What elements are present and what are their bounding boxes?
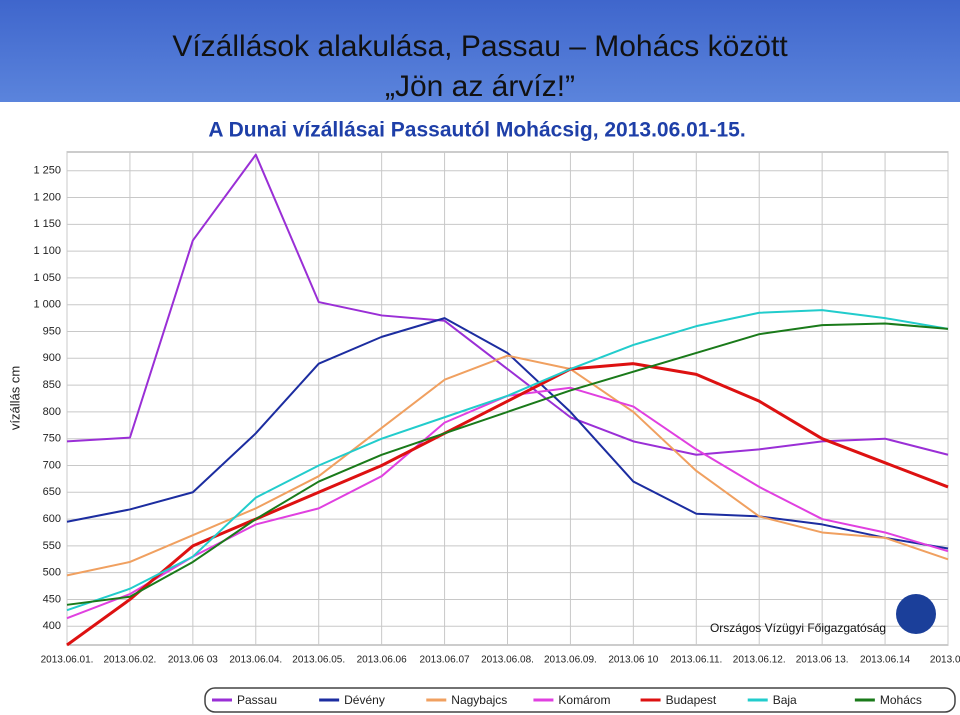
x-tick-label: 2013.06 [930, 655, 960, 666]
x-tick-label: 2013.06.12. [733, 655, 786, 666]
x-tick-label: 2013.06.09. [544, 655, 597, 666]
x-tick-label: 2013.06.05. [292, 655, 345, 666]
y-tick-label: 1 250 [33, 165, 61, 177]
y-tick-label: 650 [43, 486, 61, 498]
series-line [66, 309, 949, 612]
legend-box [204, 687, 956, 713]
legend-label: Dévény [344, 693, 385, 707]
x-tick-label: 2013.06.06 [357, 655, 407, 666]
y-tick-label: 1 150 [33, 218, 61, 230]
x-tick-label: 2013.06.14 [860, 655, 910, 666]
legend-label: Nagybajcs [451, 693, 507, 707]
y-axis-label: vízállás cm [7, 366, 22, 430]
x-tick-label: 2013.06 10 [608, 655, 658, 666]
x-tick-label: 2013.06.08. [481, 655, 534, 666]
logo [896, 594, 936, 634]
series-line [66, 153, 949, 456]
y-tick-label: 750 [43, 433, 61, 445]
x-tick-label: 2013.06.02. [104, 655, 157, 666]
y-tick-label: 450 [43, 593, 61, 605]
header-band [0, 0, 960, 102]
legend-label: Komárom [558, 693, 610, 707]
x-tick-label: 2013.06.04. [229, 655, 282, 666]
series-line [66, 317, 949, 550]
series-line [66, 322, 949, 606]
x-tick-label: 2013.06.01. [41, 655, 94, 666]
x-tick-label: 2013.06.07 [420, 655, 470, 666]
y-tick-label: 500 [43, 567, 61, 579]
y-tick-label: 1 000 [33, 299, 61, 311]
legend-label: Passau [237, 693, 277, 707]
y-tick-label: 850 [43, 379, 61, 391]
legend-label: Budapest [666, 693, 717, 707]
y-tick-label: 700 [43, 459, 61, 471]
legend-label: Mohács [880, 693, 922, 707]
y-tick-label: 1 200 [33, 191, 61, 203]
chart-title: A Dunai vízállásai Passautól Mohácsig, 2… [208, 119, 745, 142]
slide-subtitle: „Jön az árvíz!” [385, 70, 575, 103]
y-tick-label: 950 [43, 325, 61, 337]
y-tick-label: 600 [43, 513, 61, 525]
y-tick-label: 400 [43, 620, 61, 632]
y-tick-label: 800 [43, 406, 61, 418]
slide-title: Vízállások alakulása, Passau – Mohács kö… [172, 30, 788, 63]
annotation: Országos Vízügyi Főigazgatóság [710, 621, 886, 635]
x-tick-label: 2013.06 03 [168, 655, 218, 666]
legend-label: Baja [773, 693, 797, 707]
x-tick-label: 2013.06.11. [670, 655, 722, 666]
series-line [66, 354, 949, 577]
y-tick-label: 900 [43, 352, 61, 364]
x-tick-label: 2013.06 13. [796, 655, 849, 666]
y-tick-label: 550 [43, 540, 61, 552]
y-tick-label: 1 050 [33, 272, 61, 284]
y-tick-label: 1 100 [33, 245, 61, 257]
